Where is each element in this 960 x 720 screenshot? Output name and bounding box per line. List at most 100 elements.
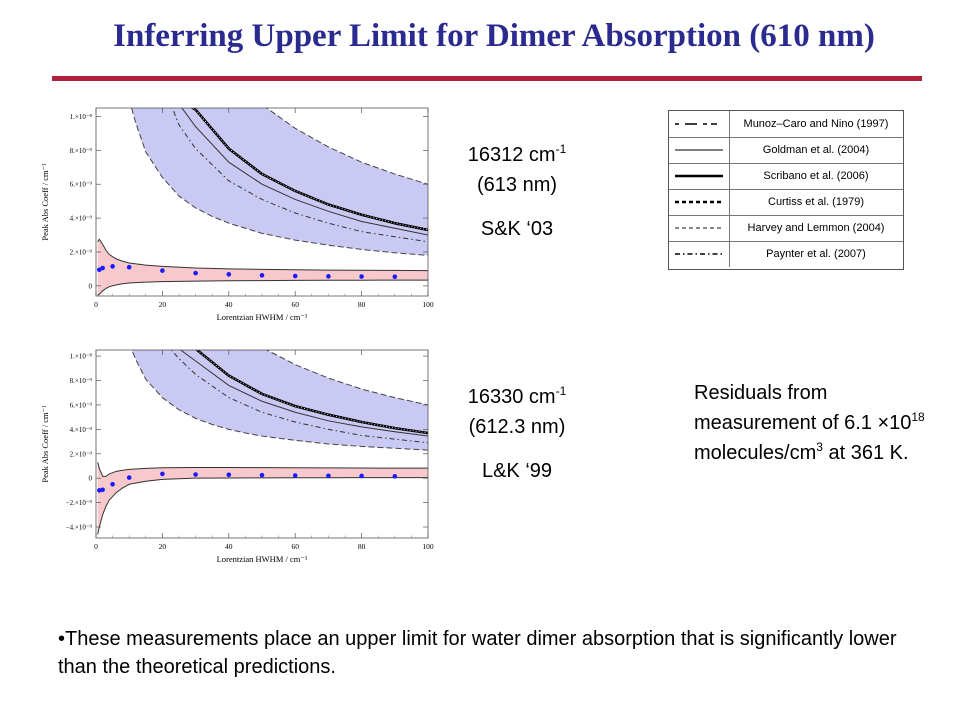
residuals-exp1: 18: [911, 410, 925, 424]
x-tick-label: 0: [94, 542, 98, 551]
legend-sample-gray-dash: [675, 215, 730, 241]
legend-label: Goldman et al. (2004): [762, 144, 870, 156]
series-thin-solid: [179, 350, 428, 437]
y-tick-label: 0: [89, 282, 93, 290]
legend: Munoz–Caro and Nino (1997) Goldman et al…: [668, 110, 904, 270]
legend-label: Curtiss et al. (1979): [768, 196, 864, 208]
data-point: [110, 481, 115, 487]
data-point: [160, 471, 165, 477]
legend-row: Harvey and Lemmon (2004): [669, 215, 903, 242]
y-tick-label: 0: [89, 475, 93, 483]
y-tick-label: 8.×10⁻⁹: [70, 377, 93, 385]
legend-sample-thick-solid: [675, 163, 730, 189]
data-point: [126, 264, 132, 270]
data-point: [326, 274, 331, 279]
residuals-temp: at 361 K.: [822, 442, 909, 464]
data-point: [226, 272, 232, 277]
y-tick-label: −4.×10⁻⁹: [66, 524, 93, 532]
data-point: [226, 472, 232, 478]
residuals-note: Residuals from measurement of 6.1 ×1018 …: [694, 378, 934, 468]
y-tick-label: 2.×10⁻⁹: [70, 450, 93, 458]
x-axis-label: Lorentzian HWHM / cm⁻¹: [217, 554, 308, 564]
series-dash-dot: [171, 108, 428, 243]
legend-row: Curtiss et al. (1979): [669, 189, 903, 216]
residuals-value: 6.1 ×10: [844, 412, 912, 434]
x-tick-label: 80: [358, 542, 366, 551]
x-tick-label: 40: [225, 300, 233, 309]
x-tick-label: 100: [422, 300, 434, 309]
source-top: S&K ‘03: [480, 218, 554, 240]
data-point: [359, 473, 364, 479]
wavenumber-bottom: 16330 cm-1: [467, 384, 567, 408]
data-point: [392, 274, 398, 279]
y-tick-label: 2.×10⁻⁹: [70, 248, 93, 256]
data-point: [259, 273, 265, 278]
x-tick-label: 100: [422, 542, 434, 551]
y-tick-label: 6.×10⁻⁹: [70, 401, 93, 409]
data-point: [326, 473, 331, 479]
slide-title: Inferring Upper Limit for Dimer Absorpti…: [113, 18, 875, 54]
measurement-range-lower-edge: [97, 279, 428, 296]
y-axis-label: Peak Abs Coeff / cm⁻¹: [40, 163, 50, 241]
legend-row: Goldman et al. (2004): [669, 137, 903, 164]
legend-row: Munoz–Caro and Nino (1997): [669, 111, 903, 138]
data-point: [160, 268, 165, 273]
plot-area: [97, 350, 428, 535]
residuals-units: molecules/cm: [694, 442, 817, 464]
legend-row: Paynter et al. (2007): [669, 241, 903, 267]
y-tick-label: 4.×10⁻⁹: [70, 426, 93, 434]
x-tick-label: 20: [159, 542, 167, 551]
y-tick-label: 8.×10⁻⁹: [70, 147, 93, 155]
legend-label: Paynter et al. (2007): [766, 248, 866, 260]
legend-row: Scribano et al. (2006): [669, 163, 903, 190]
theory-range-upper-edge: [265, 350, 428, 406]
data-point: [193, 472, 198, 477]
series-thick-solid-texture: [192, 108, 428, 231]
source-bottom: L&K ‘99: [481, 460, 553, 482]
legend-sample-thin-solid: [675, 137, 730, 163]
legend-sample-thick-dash: [675, 189, 730, 215]
theory-range-band: [131, 350, 428, 451]
x-tick-label: 60: [291, 542, 299, 551]
measurement-range-lower-edge: [97, 477, 428, 535]
data-point: [126, 475, 132, 480]
theory-range-band: [131, 108, 428, 256]
conclusion-bullet: •These measurements place an upper limit…: [58, 628, 897, 678]
theory-range-lower-edge: [131, 350, 428, 451]
data-point: [292, 273, 298, 279]
chart-top: 0 20 40 60 80 100 0 2.×10⁻⁹ 4.×10⁻⁹ 6.×10⁻⁹ 8.×10⁻…: [40, 107, 434, 322]
theory-range-lower-edge: [131, 108, 428, 256]
y-tick-label: 1.×10⁻⁸: [70, 113, 93, 121]
wavenumber-top: 16312 cm-1: [467, 142, 567, 166]
legend-label: Munoz–Caro and Nino (1997): [743, 118, 889, 130]
y-tick-label: 4.×10⁻⁹: [70, 215, 93, 223]
wavelength-top: (613 nm): [476, 174, 558, 196]
x-tick-label: 20: [159, 300, 167, 309]
legend-label: Scribano et al. (2006): [763, 170, 869, 182]
title-divider: [52, 76, 922, 81]
residuals-line1: Residuals from measurement of: [694, 382, 839, 434]
wavelength-bottom: (612.3 nm): [468, 416, 566, 438]
residuals-exp2: 3: [816, 440, 823, 454]
data-point: [100, 487, 105, 493]
y-tick-label: −2.×10⁻⁹: [66, 499, 93, 507]
series-thin-solid: [181, 108, 428, 236]
series-dash-dot: [170, 350, 428, 444]
chart-bottom: 0 20 40 60 80 100 −4.×10⁻⁹ −2.×10⁻⁹ 0 2.×10⁻⁹ 4.×1…: [40, 349, 434, 564]
y-tick-label: 6.×10⁻⁹: [70, 181, 93, 189]
data-point: [359, 274, 364, 279]
data-point: [193, 270, 198, 276]
annotation-bottom: 16330 cm-1 (612.3 nm) L&K ‘99: [412, 382, 622, 486]
plot-area: [97, 108, 428, 296]
measurement-range-upper-edge: [97, 238, 428, 272]
legend-sample-dash-dot: [675, 241, 730, 267]
y-axis-label: Peak Abs Coeff / cm⁻¹: [40, 405, 50, 483]
x-tick-label: 40: [225, 542, 233, 551]
legend-sample-long-dash: [675, 111, 730, 137]
measurement-range-upper-edge: [97, 462, 428, 477]
data-point: [392, 474, 398, 479]
data-point: [100, 265, 105, 271]
data-point: [110, 264, 115, 269]
x-tick-label: 0: [94, 300, 98, 309]
x-tick-label: 80: [358, 300, 366, 309]
